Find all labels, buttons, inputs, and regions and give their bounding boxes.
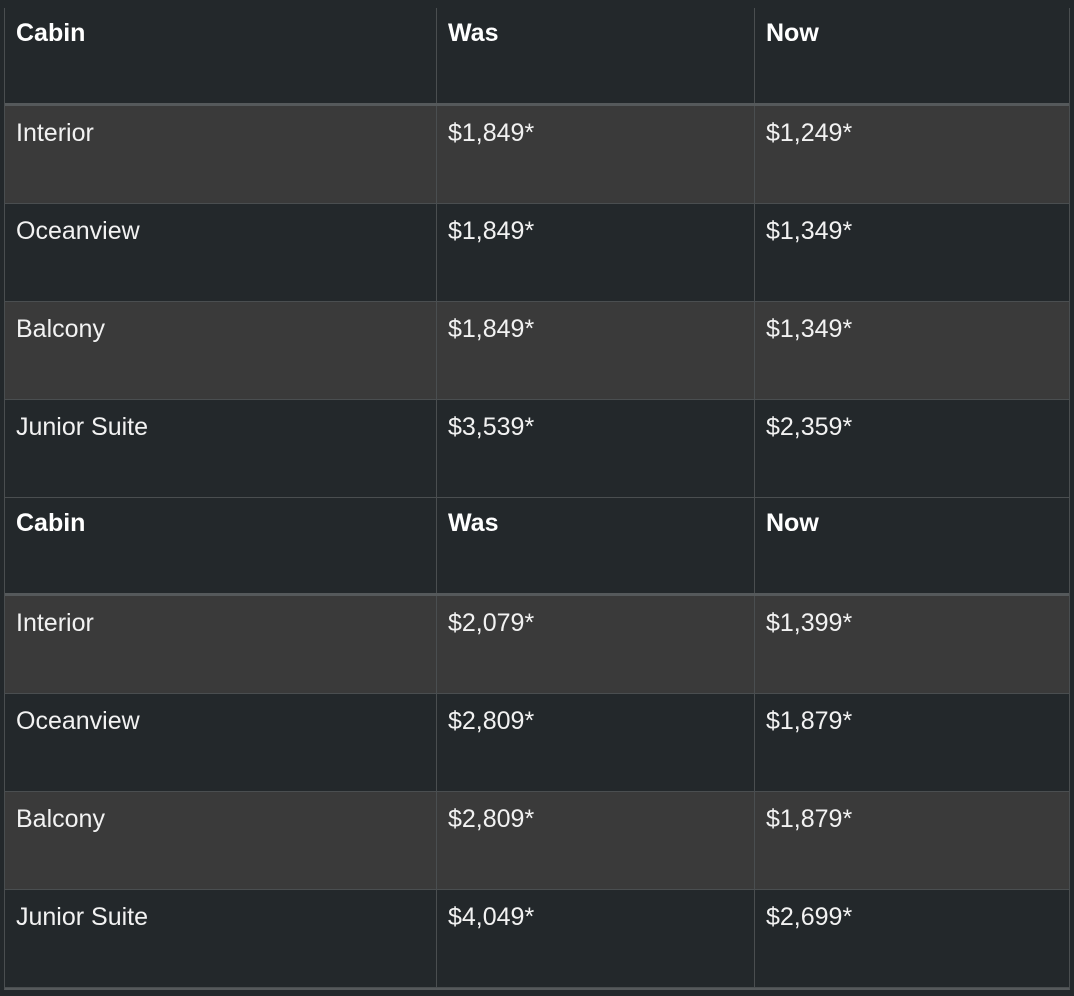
now-price-cell: $1,349* [754,302,1069,399]
table-row: Balcony $1,849* $1,349* [5,302,1069,400]
table-row: Junior Suite $4,049* $2,699* [5,890,1069,988]
column-header-now: Now [754,498,1069,593]
table-header-row: Cabin Was Now [5,498,1069,596]
cabin-cell: Balcony [16,315,105,343]
table-row: Interior $1,849* $1,249* [5,106,1069,204]
cabin-cell: Interior [16,119,94,147]
now-price-cell: $1,879* [754,792,1069,889]
fare-table: Cabin Was Now Interior $1,849* $1,249* O… [4,8,1070,990]
table-row: Oceanview $1,849* $1,349* [5,204,1069,302]
was-price-cell: $1,849* [436,204,754,301]
now-price-cell: $1,349* [754,204,1069,301]
now-price-cell: $1,879* [754,694,1069,791]
column-header-was: Was [436,498,754,593]
column-header-now: Now [754,8,1069,103]
table-row: Interior $2,079* $1,399* [5,596,1069,694]
now-price-cell: $1,249* [754,106,1069,203]
table-header-row: Cabin Was Now [5,8,1069,106]
cabin-cell: Interior [16,609,94,637]
column-header-cabin: Cabin [16,509,86,537]
was-price-cell: $1,849* [436,302,754,399]
was-price-cell: $1,849* [436,106,754,203]
now-price-cell: $2,699* [754,890,1069,987]
cabin-cell: Junior Suite [16,903,149,931]
now-price-cell: $1,399* [754,596,1069,693]
was-price-cell: $3,539* [436,400,754,497]
was-price-cell: $2,809* [436,694,754,791]
table-row: Balcony $2,809* $1,879* [5,792,1069,890]
cabin-cell: Oceanview [16,707,140,735]
cabin-cell: Balcony [16,805,105,833]
column-header-was: Was [436,8,754,103]
cabin-cell: Oceanview [16,217,140,245]
now-price-cell: $2,359* [754,400,1069,497]
table-row: Oceanview $2,809* $1,879* [5,694,1069,792]
was-price-cell: $2,079* [436,596,754,693]
table-row: Junior Suite $3,539* $2,359* [5,400,1069,498]
column-header-cabin: Cabin [16,19,86,47]
was-price-cell: $4,049* [436,890,754,987]
was-price-cell: $2,809* [436,792,754,889]
cabin-cell: Junior Suite [16,413,149,441]
